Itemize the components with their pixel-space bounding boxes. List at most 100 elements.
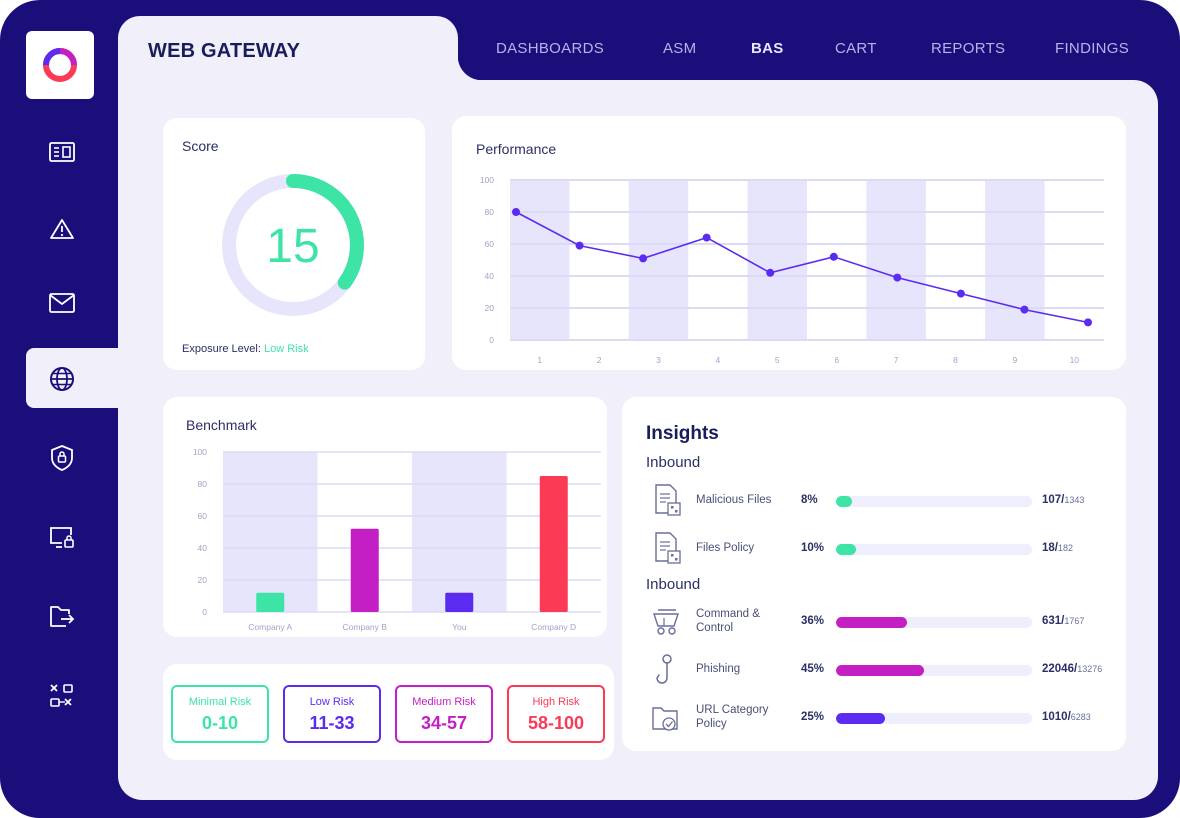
risk-label: Minimal Risk: [188, 696, 252, 708]
insight-count-total: 13276: [1077, 664, 1103, 674]
insight-percent: 8%: [801, 494, 818, 506]
x-tick-label: 3: [656, 355, 661, 365]
risk-range: 11-33: [309, 713, 355, 733]
risk-range: 58-100: [527, 713, 585, 733]
sidebar-item-security[interactable]: [40, 438, 84, 478]
x-tick-label: You: [452, 622, 467, 632]
risk-range: 0-10: [201, 713, 239, 733]
shield-icon: [51, 445, 73, 471]
url-policy-icon: [652, 707, 678, 731]
tab-reports[interactable]: REPORTS: [931, 40, 1006, 57]
insight-row-command-control[interactable]: Command & Control 36% 631/1767: [646, 602, 1116, 642]
globe-icon: [50, 367, 74, 391]
insight-count: 18/182: [1042, 542, 1073, 554]
insight-count-total: 1343: [1064, 495, 1085, 505]
command-control-icon: [653, 609, 679, 635]
insight-percent: 45%: [801, 663, 825, 675]
tab-dashboards[interactable]: DASHBOARDS: [496, 40, 605, 57]
page-title: WEB GATEWAY: [148, 40, 301, 62]
insight-count-value: 18/: [1042, 542, 1058, 554]
benchmark-chart: 0 20 40 60 80 100 Company A Company B You Company…: [193, 447, 601, 632]
insight-label: Malicious Files: [696, 494, 772, 507]
exposure-label: Exposure Level:: [182, 343, 261, 355]
sidebar-item-alerts[interactable]: [40, 209, 84, 249]
y-tick-label: 100: [193, 447, 207, 457]
risk-box-high: High Risk 58-100: [507, 685, 605, 743]
sidebar-item-dashboard[interactable]: [40, 132, 84, 172]
x-tick-label: 6: [834, 355, 839, 365]
insight-count: 22046/13276: [1042, 663, 1102, 675]
insight-progress-track: [836, 665, 1032, 676]
sidebar-item-network[interactable]: [40, 676, 84, 716]
score-gauge: 15: [222, 174, 364, 316]
insight-progress-track: [836, 617, 1032, 628]
data-point: [1020, 305, 1029, 314]
title-tab: [118, 16, 482, 96]
data-point: [766, 268, 775, 277]
exposure-value: Low Risk: [263, 343, 309, 355]
chart-band: [412, 452, 507, 612]
risk-range: 34-57: [420, 713, 468, 733]
y-tick-label: 40: [198, 543, 208, 553]
risk-box-low: Low Risk 11-33: [283, 685, 381, 743]
x-tick-label: 2: [597, 355, 602, 365]
bar: [445, 592, 474, 612]
insight-row-malicious-files[interactable]: Malicious Files 8% 107/1343: [646, 481, 1116, 521]
data-point: [893, 273, 902, 282]
mail-icon: [49, 293, 75, 313]
tab-cart[interactable]: CART: [835, 40, 877, 57]
insight-row-files-policy[interactable]: Files Policy 10% 18/182: [646, 529, 1116, 569]
folder-export-icon: [50, 606, 75, 627]
insight-percent: 36%: [801, 615, 825, 627]
data-point: [575, 241, 584, 250]
insight-count: 1010/6283: [1042, 711, 1091, 723]
x-tick-label: Company B: [343, 622, 388, 632]
y-tick-label: 60: [198, 511, 208, 521]
logo-icon: [43, 48, 77, 82]
insight-count: 107/1343: [1042, 494, 1084, 506]
risk-label: Medium Risk: [412, 696, 476, 708]
y-tick-label: 0: [489, 335, 494, 345]
x-tick-label: 1: [537, 355, 542, 365]
y-tick-label: 80: [485, 207, 495, 217]
chart-band: [628, 180, 689, 340]
tab-asm[interactable]: ASM: [663, 40, 697, 57]
x-tick-label: Company A: [248, 622, 292, 632]
sidebar-item-device[interactable]: [40, 518, 84, 558]
tab-findings[interactable]: FINDINGS: [1055, 40, 1130, 57]
logo[interactable]: [26, 31, 94, 99]
insight-row-url-category-policy[interactable]: URL Category Policy 25% 1010/6283: [646, 698, 1116, 738]
score-card: [163, 118, 425, 370]
top-nav: DASHBOARDS ASM BAS CART REPORTS FINDINGS: [460, 40, 1160, 64]
risk-label: Low Risk: [309, 696, 355, 708]
sidebar-item-mail[interactable]: [40, 283, 84, 323]
data-point: [956, 289, 965, 298]
insight-progress-track: [836, 544, 1032, 555]
insights-section-heading: Inbound: [646, 454, 701, 471]
score-value: 15: [266, 220, 319, 273]
x-tick-label: 7: [894, 355, 899, 365]
x-tick-label: 8: [953, 355, 958, 365]
insight-row-phishing[interactable]: Phishing 45% 22046/13276: [646, 650, 1116, 690]
bar: [256, 592, 285, 612]
insight-count-total: 1767: [1064, 616, 1085, 626]
insight-percent: 10%: [801, 542, 825, 554]
insight-progress-track: [836, 496, 1032, 507]
y-tick-label: 40: [485, 271, 495, 281]
insights-title: Insights: [646, 423, 719, 444]
insight-percent: 25%: [801, 711, 825, 723]
sidebar-item-exports[interactable]: [40, 597, 84, 637]
insight-count-total: 6283: [1070, 712, 1091, 722]
chart-band: [985, 180, 1045, 340]
insight-progress-fill: [836, 665, 925, 676]
insight-count-total: 182: [1058, 543, 1074, 553]
tab-bas[interactable]: BAS: [751, 40, 784, 57]
insight-count-value: 22046/: [1042, 663, 1078, 675]
chart-band: [747, 180, 807, 340]
data-point: [829, 252, 838, 261]
risk-box-minimal: Minimal Risk 0-10: [171, 685, 269, 743]
line-series: [515, 211, 1089, 324]
sidebar-item-web-gateway[interactable]: [40, 359, 84, 399]
x-tick-label: 5: [775, 355, 780, 365]
chart-band: [223, 452, 318, 612]
